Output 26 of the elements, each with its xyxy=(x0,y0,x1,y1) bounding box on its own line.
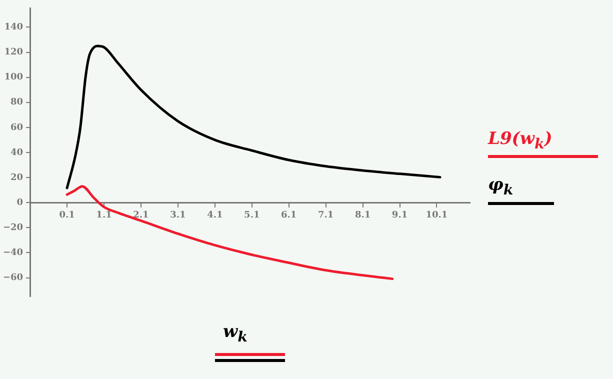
y-tick-label: 100 xyxy=(4,72,24,83)
y-tick-label: 80 xyxy=(10,98,24,108)
x-tick-label: 2.1 xyxy=(133,210,149,220)
text: L9(w$_{k}$) xyxy=(488,129,554,154)
x-tick-label: 3.1 xyxy=(170,210,186,220)
y-tick-label: −20 xyxy=(2,223,24,234)
x-tick-label: 9.1 xyxy=(392,210,408,220)
y-tick-label: −60 xyxy=(2,273,24,284)
y-tick-label: 0 xyxy=(16,198,24,208)
y-tick-label: 120 xyxy=(4,48,24,58)
y-tick-label: 60 xyxy=(10,122,24,133)
x-axis-title: w$_{k}$ xyxy=(223,322,248,346)
y-tick-label: 140 xyxy=(4,22,24,33)
x-tick-label: 0.1 xyxy=(59,210,75,220)
x-tick-label: 5.1 xyxy=(244,210,260,220)
x-tick-label: 10.1 xyxy=(426,210,448,220)
x-tick-label: 7.1 xyxy=(318,210,334,220)
x-tick-label: 8.1 xyxy=(354,210,371,220)
text: φ$_{k}$ xyxy=(488,175,514,200)
line-series xyxy=(66,44,442,190)
y-tick-label: −40 xyxy=(2,248,24,258)
y-tick-label: 40 xyxy=(10,148,24,158)
x-tick-label: 6.1 xyxy=(281,210,297,220)
x-tick-label: 4.1 xyxy=(207,210,223,220)
y-tick-label: 20 xyxy=(10,172,24,183)
x-tick-label: 1.1 xyxy=(96,210,112,220)
